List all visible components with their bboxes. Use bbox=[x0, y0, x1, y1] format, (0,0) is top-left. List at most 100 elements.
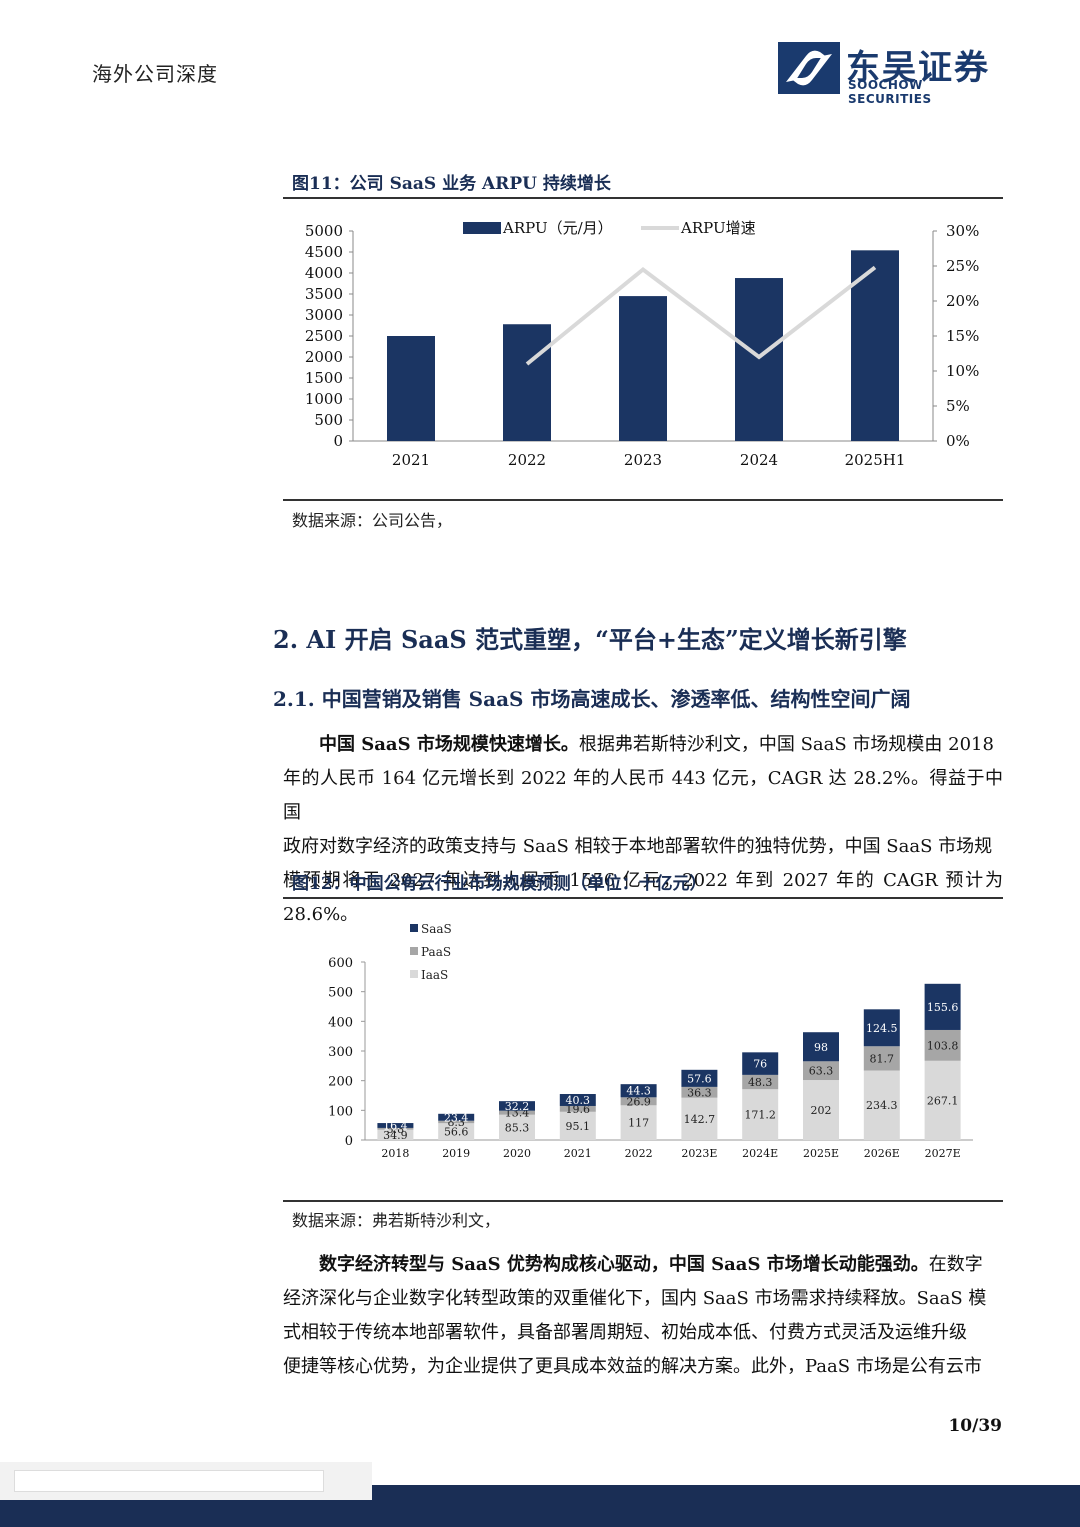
x-tick-label: 2019 bbox=[442, 1147, 470, 1160]
saas-data-label: 124.5 bbox=[866, 1022, 898, 1035]
iaas-segment bbox=[681, 1097, 718, 1140]
para1-bold-lead: 中国 SaaS 市场规模快速增长。 bbox=[319, 734, 579, 755]
paas-segment bbox=[742, 1074, 779, 1090]
para2-line3: 式相较于传统本地部署软件，具备部署周期短、初始成本低、付费方式灵活及运维升级 bbox=[283, 1322, 967, 1343]
para1-line2: 年的人民币 164 亿元增长到 2022 年的人民币 443 亿元，CAGR 达… bbox=[283, 768, 1003, 823]
iaas-segment bbox=[742, 1089, 779, 1140]
figure11-title: 图11：公司 SaaS 业务 ARPU 持续增长 bbox=[292, 174, 611, 194]
x-tick-label: 2023 bbox=[624, 451, 662, 469]
x-tick-label: 2022 bbox=[508, 451, 546, 469]
iaas-data-label: 171.2 bbox=[744, 1109, 776, 1122]
paas-data-label: 81.7 bbox=[870, 1052, 895, 1065]
paas-data-label: 19.6 bbox=[566, 1103, 591, 1116]
saas-data-label: 44.3 bbox=[626, 1085, 651, 1098]
y-tick-label: 200 bbox=[328, 1075, 353, 1090]
left-tick-label: 3500 bbox=[305, 285, 343, 303]
figure11-top-rule bbox=[283, 197, 1003, 199]
right-tick-label: 20% bbox=[946, 292, 979, 310]
legend-saas-swatch bbox=[410, 924, 418, 932]
right-tick-label: 25% bbox=[946, 257, 979, 275]
left-tick-label: 5000 bbox=[305, 222, 343, 240]
y-tick-label: 300 bbox=[328, 1045, 353, 1060]
iaas-data-label: 85.3 bbox=[505, 1121, 530, 1134]
paas-data-label: 48.3 bbox=[748, 1076, 773, 1089]
cloud-chart-legend: SaaS PaaS IaaS bbox=[410, 922, 452, 982]
arpu-bar bbox=[387, 336, 435, 441]
saas-data-label: 16.4 bbox=[383, 1119, 408, 1132]
left-tick-label: 1500 bbox=[305, 369, 343, 387]
legend-iaas-swatch bbox=[410, 970, 418, 978]
section-heading: 2. AI 开启 SaaS 范式重塑，“平台+生态”定义增长新引擎 bbox=[273, 625, 907, 654]
iaas-segment bbox=[863, 1070, 900, 1140]
cloud-market-chart: SaaS PaaS IaaS 600 500 400 300 200 100 0 2018 20… bbox=[328, 922, 973, 1160]
iaas-segment bbox=[438, 1123, 475, 1140]
para1-line1: 中国 SaaS 市场规模快速增长。根据弗若斯特沙利文，中国 SaaS 市场规模由… bbox=[283, 728, 1003, 762]
para2-line4: 便捷等核心优势，为企业提供了更具成本效益的解决方案。此外，PaaS 市场是公有云… bbox=[283, 1356, 982, 1377]
x-tick-label: 2027E bbox=[925, 1147, 961, 1160]
iaas-segment bbox=[377, 1129, 414, 1140]
left-tick-label: 4000 bbox=[305, 264, 343, 282]
iaas-data-label: 142.7 bbox=[684, 1113, 716, 1126]
paas-data-label: 103.8 bbox=[927, 1039, 959, 1052]
saas-segment bbox=[681, 1069, 718, 1087]
left-tick-label: 1000 bbox=[305, 390, 343, 408]
iaas-segment bbox=[620, 1105, 657, 1140]
saas-data-label: 98 bbox=[814, 1041, 828, 1054]
left-tick-label: 2500 bbox=[305, 327, 343, 345]
x-tick-label: 2024 bbox=[740, 451, 778, 469]
right-tick-label: 15% bbox=[946, 327, 979, 345]
logo-mark-icon bbox=[778, 42, 840, 94]
iaas-segment bbox=[499, 1114, 535, 1140]
left-tick-label: 0 bbox=[333, 432, 343, 450]
iaas-data-label: 267.1 bbox=[927, 1094, 959, 1107]
arpu-chart-legend: ARPU（元/月） ARPU增速 bbox=[463, 219, 756, 237]
x-tick-label: 2021 bbox=[564, 1147, 592, 1160]
legend-arpu-swatch bbox=[463, 222, 501, 234]
para2-line1: 数字经济转型与 SaaS 优势构成核心驱动，中国 SaaS 市场增长动能强劲。在… bbox=[283, 1248, 1003, 1282]
para1-line3: 政府对数字经济的政策支持与 SaaS 相较于本地部署软件的独特优势，中国 Saa… bbox=[283, 836, 993, 857]
report-type-label: 海外公司深度 bbox=[92, 62, 218, 86]
legend-paas-swatch bbox=[410, 947, 418, 955]
arpu-bar bbox=[619, 296, 667, 441]
para1-line4: 模预期将于 2027 年达到人民币 1556 亿元，2022 年到 2027 年… bbox=[283, 870, 1003, 925]
y-tick-label: 400 bbox=[328, 1015, 353, 1030]
saas-data-label: 23.4 bbox=[444, 1111, 469, 1124]
footer-input-box bbox=[14, 1470, 324, 1492]
right-tick-label: 5% bbox=[946, 397, 970, 415]
saas-segment bbox=[620, 1084, 657, 1098]
paas-segment bbox=[438, 1120, 475, 1124]
saas-data-label: 155.6 bbox=[927, 1001, 959, 1014]
iaas-data-label: 56.6 bbox=[444, 1126, 469, 1139]
y-tick-label: 600 bbox=[328, 956, 353, 971]
paas-segment bbox=[863, 1046, 900, 1071]
saas-segment bbox=[924, 983, 961, 1030]
paas-data-label: 26.9 bbox=[626, 1095, 651, 1108]
paas-segment bbox=[620, 1097, 657, 1106]
left-tick-label: 2000 bbox=[305, 348, 343, 366]
iaas-segment bbox=[559, 1111, 596, 1140]
saas-segment bbox=[377, 1123, 414, 1128]
iaas-segment bbox=[803, 1080, 839, 1140]
logo-english-name: SOOCHOW SECURITIES bbox=[848, 78, 932, 106]
y-tick-label: 500 bbox=[328, 986, 353, 1001]
para1-line1-text: 根据弗若斯特沙利文，中国 SaaS 市场规模由 2018 bbox=[578, 734, 994, 755]
x-tick-label: 2024E bbox=[742, 1147, 778, 1160]
right-tick-label: 0% bbox=[946, 432, 970, 450]
figure12-title: 图12：中国公有云行业市场规模预测（单位：十亿元） bbox=[292, 874, 707, 894]
iaas-data-label: 202 bbox=[811, 1104, 832, 1117]
subsection-heading: 2.1. 中国营销及销售 SaaS 市场高速成长、渗透率低、结构性空间广阔 bbox=[273, 687, 911, 711]
legend-iaas-label: IaaS bbox=[421, 968, 448, 982]
right-tick-label: 30% bbox=[946, 222, 979, 240]
iaas-data-label: 34.9 bbox=[383, 1129, 408, 1142]
para2-line1-text: 在数字 bbox=[928, 1254, 983, 1275]
paas-data-label: 36.3 bbox=[687, 1086, 712, 1099]
saas-segment bbox=[863, 1009, 900, 1047]
figure11-bottom-rule bbox=[283, 499, 1003, 501]
page-number: 10/39 bbox=[948, 1416, 1002, 1436]
left-tick-label: 3000 bbox=[305, 306, 343, 324]
figure12-top-rule bbox=[283, 897, 1003, 899]
soochow-logo: 东吴证券 SOOCHOW SECURITIES bbox=[778, 40, 1003, 106]
left-tick-label: 500 bbox=[314, 411, 343, 429]
para2-line2: 经济深化与企业数字化转型政策的双重催化下，国内 SaaS 市场需求持续释放。Sa… bbox=[283, 1288, 987, 1309]
iaas-data-label: 117 bbox=[628, 1117, 649, 1130]
